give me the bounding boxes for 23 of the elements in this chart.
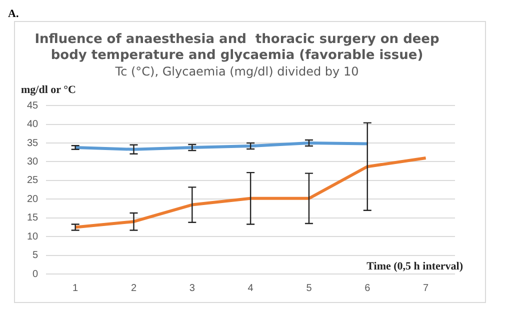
- y-tick-label: 20: [27, 194, 39, 205]
- y-tick-label: 30: [27, 156, 39, 168]
- y-tick-label: 25: [27, 175, 39, 186]
- x-axis-title: Time (0,5 h interval): [366, 260, 464, 272]
- y-tick-label: 35: [27, 138, 39, 149]
- x-tick-label: 4: [248, 282, 254, 294]
- x-tick-label: 6: [364, 282, 371, 294]
- x-tick-label: 2: [130, 282, 137, 294]
- x-tick-label: 3: [189, 282, 196, 294]
- y-tick-label: 10: [27, 231, 39, 242]
- y-tick-label: 15: [27, 212, 39, 224]
- y-tick-label: 0: [32, 268, 39, 280]
- y-tick-label: 40: [27, 119, 39, 130]
- x-tick-label: 5: [306, 282, 312, 294]
- chart-subtitle: Tc (°C), Glycaemia (mg/dl) divided by 10: [114, 64, 359, 79]
- text: Influence of anaesthesia and thoracic surgery on deep: [34, 32, 440, 48]
- text: A.: [8, 8, 20, 21]
- y-tick-label: 45: [27, 100, 39, 112]
- x-tick-label: 7: [423, 282, 430, 294]
- y-tick-label: 5: [32, 250, 39, 262]
- text: body temperature and glycaemia (favorable issue): [50, 48, 424, 63]
- y-axis-title: mg/dl or °C: [21, 84, 76, 96]
- x-tick-label: 1: [72, 282, 79, 294]
